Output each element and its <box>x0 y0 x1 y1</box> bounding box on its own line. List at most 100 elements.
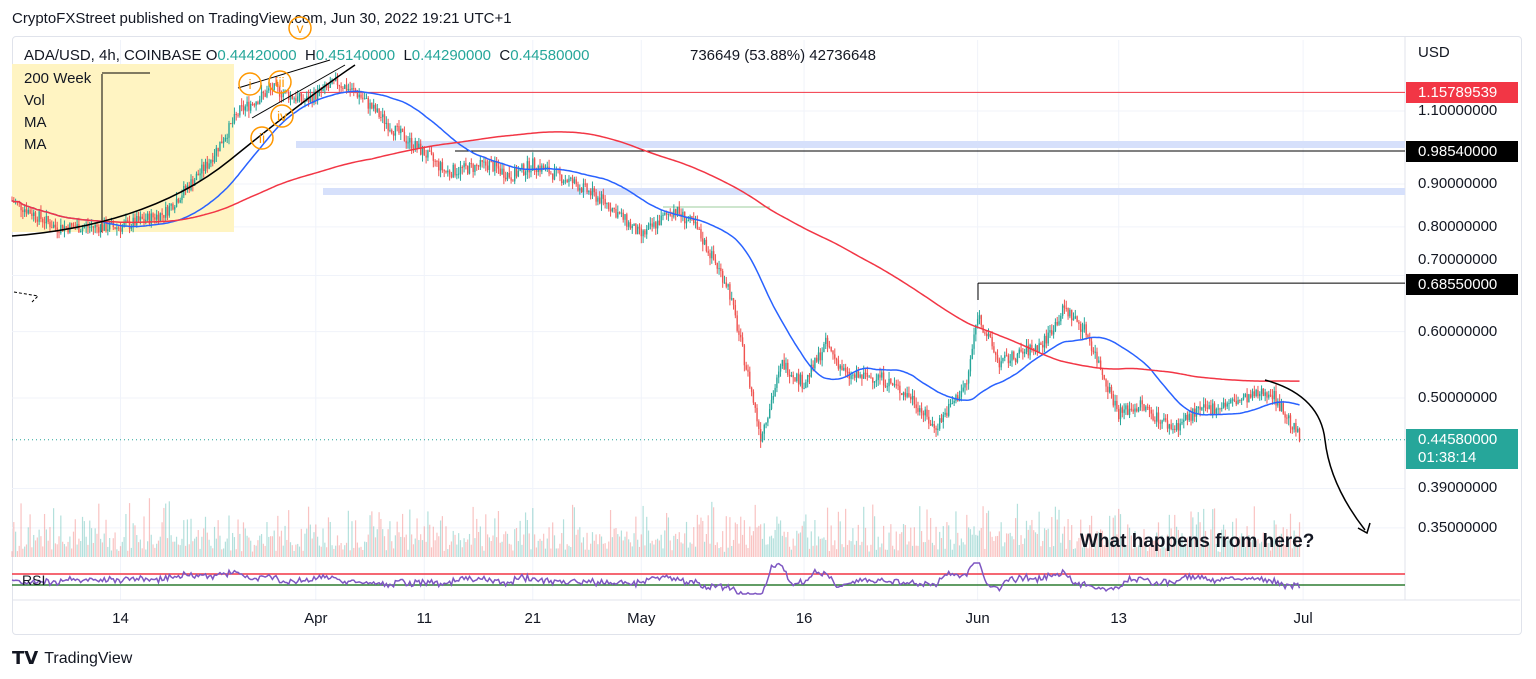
candle-body <box>844 367 847 372</box>
volume-bar <box>850 541 852 557</box>
volume-bar <box>125 513 127 557</box>
candle-body <box>1155 412 1158 422</box>
level-tag-red: 1.15789539 <box>1406 82 1518 103</box>
volume-bar <box>42 546 44 557</box>
volume-bar <box>846 544 849 557</box>
candle-body <box>329 83 331 88</box>
volume-bar <box>1241 533 1243 557</box>
volume-bar <box>71 548 73 557</box>
volume-bar <box>617 534 619 557</box>
volume-bar <box>973 526 975 557</box>
wave-circle <box>288 16 312 40</box>
volume-bar <box>376 529 378 557</box>
candle-body <box>1202 404 1205 408</box>
candle-body <box>67 226 69 233</box>
candle-body <box>244 106 246 111</box>
volume-bar <box>779 520 782 557</box>
rsi-label[interactable]: RSI <box>22 572 46 588</box>
volume-bar <box>783 531 785 557</box>
level-tag-0685: 0.68550000 <box>1406 274 1518 295</box>
candle-body <box>307 96 310 102</box>
volume-bar <box>653 544 655 557</box>
candle-body <box>419 143 422 155</box>
volume-bar <box>128 503 131 557</box>
volume-bar <box>883 525 885 557</box>
candle-body <box>392 133 395 136</box>
volume-bar <box>412 544 415 557</box>
volume-bar <box>194 538 196 557</box>
volume-bar <box>1087 548 1089 557</box>
candle-body <box>360 94 362 98</box>
candle-body <box>295 98 297 102</box>
candle-body <box>1101 369 1104 375</box>
volume-bar <box>1250 542 1252 557</box>
volume-bar <box>1239 536 1241 557</box>
symbol-label[interactable]: ADA/USD, 4h, COINBASE <box>24 47 202 64</box>
candle-body <box>515 168 518 177</box>
volume-bar <box>608 541 610 557</box>
chart-frame[interactable] <box>12 36 1522 635</box>
candle-body <box>257 101 259 105</box>
indicator-ma-1[interactable]: MA <box>24 114 47 131</box>
candle-body <box>311 95 313 104</box>
candle-body <box>700 228 702 239</box>
volume-bar <box>1042 540 1044 557</box>
candle-body <box>863 372 865 379</box>
candle-body <box>448 170 451 175</box>
volume-bar <box>707 515 709 557</box>
volume-bar <box>1141 545 1143 557</box>
volume-bar <box>1000 522 1002 557</box>
volume-bar <box>908 541 910 557</box>
indicator-ma-2[interactable]: MA <box>24 136 47 153</box>
volume-bar <box>335 545 337 557</box>
candle-body <box>1099 360 1102 370</box>
volume-bar <box>195 536 198 557</box>
candle-body <box>210 159 212 164</box>
volume-bar <box>1157 522 1160 557</box>
candle-body <box>134 217 136 226</box>
volume-bar <box>971 534 973 557</box>
volume-bar <box>1098 532 1100 557</box>
tradingview-logo[interactable]: 𝗧𝗩 TradingView <box>12 648 132 669</box>
volume-bar <box>1279 535 1281 557</box>
candle-body <box>646 229 648 235</box>
candle-body <box>665 213 668 215</box>
candle-body <box>1023 351 1026 354</box>
volume-bar <box>577 529 579 557</box>
volume-bar <box>635 516 637 557</box>
volume-bar <box>515 527 518 557</box>
candle-body <box>1150 410 1152 414</box>
candle-body <box>76 224 78 228</box>
volume-bar <box>671 550 673 557</box>
candle-body <box>1000 361 1002 368</box>
volume-bar <box>600 536 603 557</box>
candle-body <box>938 418 941 429</box>
candle-body <box>975 324 977 335</box>
indicator-vol[interactable]: Vol <box>24 92 45 109</box>
close-label: C <box>499 47 511 64</box>
y-tick-label: 0.39000000 <box>1418 479 1498 497</box>
candle-body <box>1118 409 1120 420</box>
volume-bar <box>33 534 35 557</box>
volume-bar <box>843 547 845 557</box>
candle-body <box>34 212 37 220</box>
x-tick-label: Jun <box>965 610 990 627</box>
candle-body <box>1170 424 1172 429</box>
candle-body <box>857 371 859 378</box>
volume-bar <box>365 542 368 557</box>
candle-body <box>215 147 218 156</box>
volume-bar <box>175 536 178 557</box>
candle-body <box>1268 394 1270 398</box>
volume-bar <box>497 511 500 557</box>
candle-body <box>642 230 644 237</box>
volume-bar <box>910 527 912 557</box>
candle-body <box>251 103 254 105</box>
candle-body <box>582 183 585 193</box>
volume-bar <box>1002 546 1004 557</box>
volume-bar <box>251 551 254 557</box>
volume-bar <box>13 522 15 557</box>
volume-bar <box>836 549 838 557</box>
volume-bar <box>749 526 751 557</box>
indicator-200-week[interactable]: 200 Week <box>24 70 92 87</box>
